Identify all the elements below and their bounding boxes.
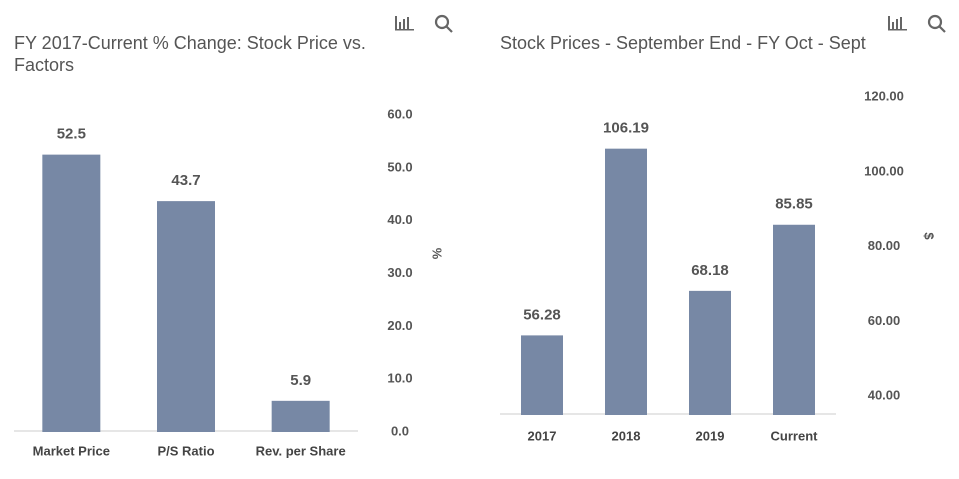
bar [689,290,731,415]
chart-icon[interactable] [888,16,907,31]
y-tick-label: 20.0 [387,318,412,333]
y-tick-label: 80.00 [868,238,901,253]
y-axis-label: $ [922,232,937,240]
y-tick-label: 50.0 [387,159,412,174]
y-tick-label: 60.00 [868,313,901,328]
y-tick-label: 0.0 [391,423,409,438]
bar [773,224,815,415]
bar [271,400,330,432]
y-tick-label: 40.0 [387,212,412,227]
value-label: 5.9 [290,372,311,389]
bar [157,201,215,432]
y-tick-label: 30.0 [387,265,412,280]
value-label: 106.19 [603,120,649,137]
chart-icon[interactable] [395,16,414,31]
x-tick-label: Rev. per Share [256,443,346,458]
y-axis-label: % [430,248,445,260]
bar [521,335,563,415]
x-tick-label: 2018 [612,428,641,443]
y-tick-label: 100.00 [864,163,904,178]
value-label: 56.28 [523,306,561,323]
value-label: 85.85 [775,196,813,213]
chart-title: FY 2017-Current % Change: Stock Price vs… [14,33,366,75]
search-icon[interactable] [927,14,946,33]
y-tick-label: 60.0 [387,106,412,121]
y-tick-label: 40.00 [868,388,901,403]
value-label: 68.18 [691,262,729,279]
x-tick-label: P/S Ratio [157,443,214,458]
x-tick-label: Current [771,428,819,443]
bar [605,148,647,415]
chart-title: Stock Prices - September End - FY Oct - … [500,33,866,53]
value-label: 52.5 [57,126,86,143]
bar [42,154,101,432]
x-tick-label: 2017 [528,428,557,443]
x-tick-label: Market Price [33,443,110,458]
search-icon[interactable] [434,14,453,33]
x-tick-label: 2019 [696,428,725,443]
value-label: 43.7 [171,172,200,189]
y-tick-label: 10.0 [387,371,412,386]
y-tick-label: 120.00 [864,88,904,103]
